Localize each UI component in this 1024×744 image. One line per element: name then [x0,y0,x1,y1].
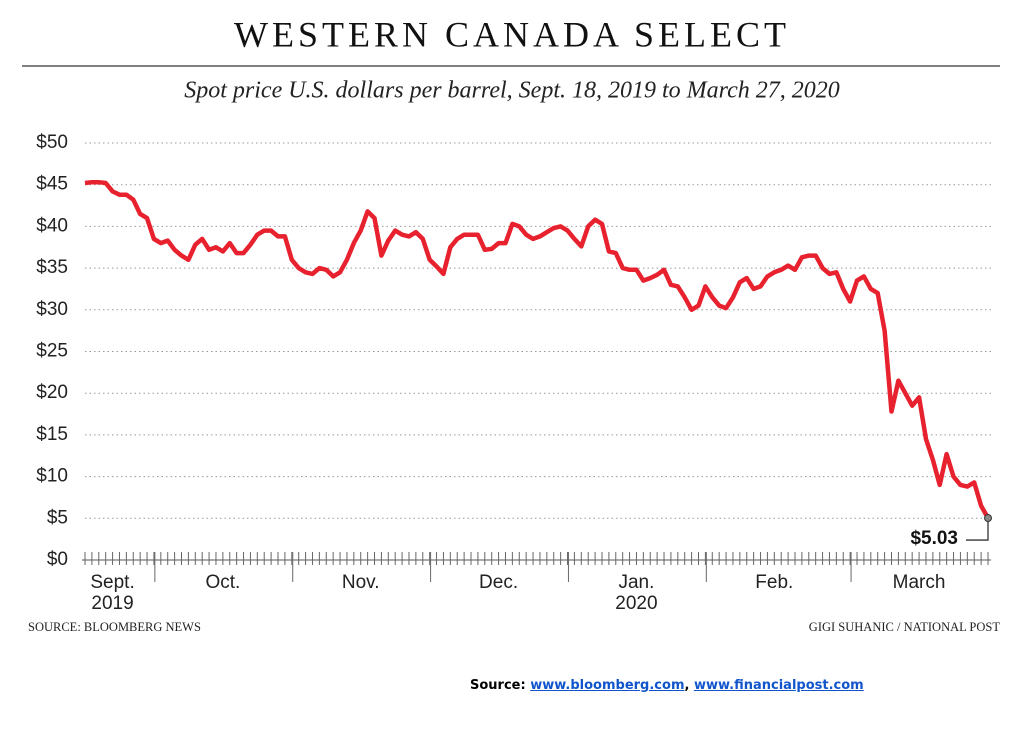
x-tick-label: Jan. 2020 [615,572,657,614]
label-leader [966,522,989,541]
y-tick-label: $15 [36,424,68,445]
x-tick-label: Oct. [205,572,240,593]
value-label: $5.03 [910,528,958,549]
y-tick-label: $40 [36,215,68,236]
x-tick-label: Feb. [755,572,793,593]
y-tick-label: $45 [36,174,68,195]
y-tick-label: $20 [36,382,68,403]
y-tick-label: $0 [47,549,68,570]
end-point [984,514,992,523]
credit: GIGI SUHANIC / NATIONAL POST [809,620,1001,634]
separator: , [684,678,694,693]
y-tick-label: $35 [36,257,68,278]
link[interactable]: www.financialpost.com [693,678,864,693]
chart-subtitle: Spot price U.S. dollars per barrel, Sept… [184,78,840,104]
y-tick-label: $50 [36,132,68,153]
source-note: SOURCE: BLOOMBERG NEWS [28,620,201,634]
y-tick-label: $25 [36,341,68,362]
chart-title: WESTERN CANADA SELECT [234,14,790,54]
x-tick-label: March [893,572,946,593]
x-tick-label: Dec. [479,572,518,593]
footer-prefix: Source: [470,678,526,693]
price-line [84,179,990,520]
y-tick-label: $5 [47,507,68,528]
footer: Source: www.bloomberg.com, www.financial… [0,678,1024,693]
chart: WESTERN CANADA SELECT Spot price U.S. do… [22,14,1001,634]
x-tick-label: Sept. 2019 [90,572,134,614]
y-tick-label: $10 [36,466,68,487]
x-tick-label: Nov. [342,572,380,593]
y-tick-label: $30 [36,299,68,320]
link[interactable]: www.bloomberg.com [530,678,685,693]
